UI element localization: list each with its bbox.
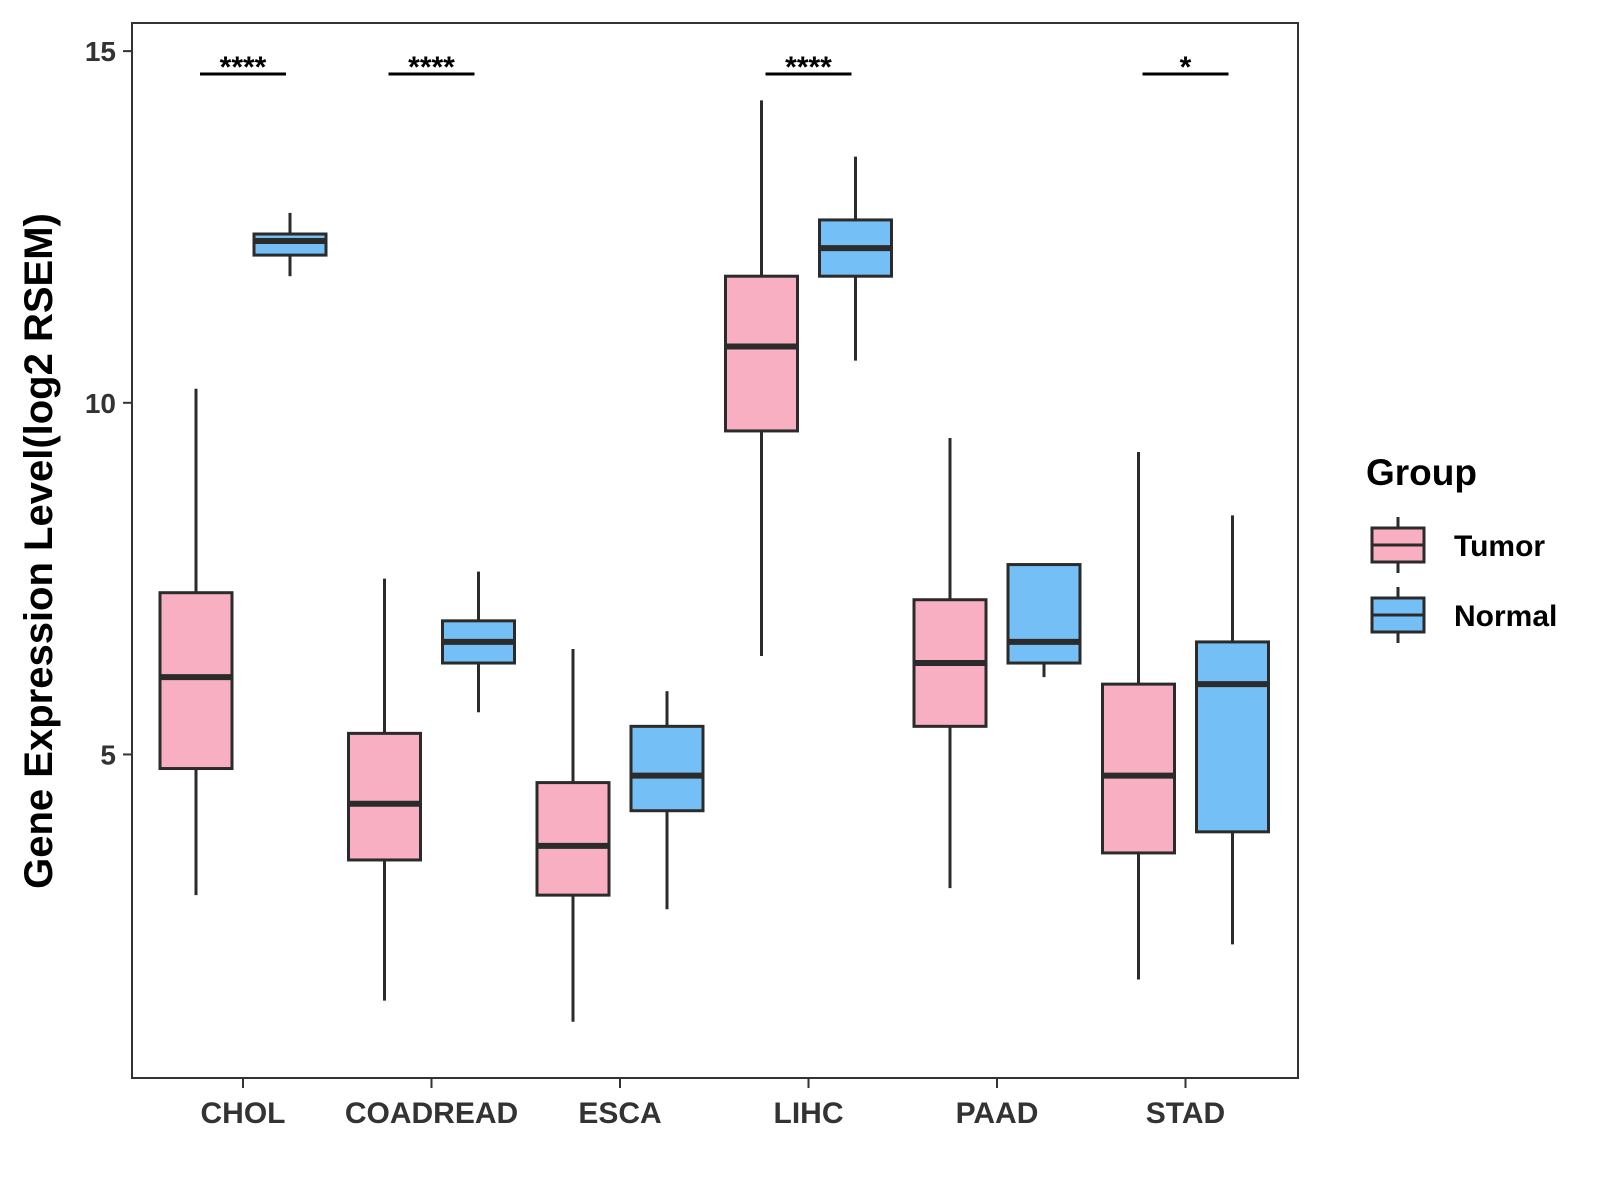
legend-title: Group	[1366, 452, 1477, 493]
significance-layer: **** **** **** *	[200, 51, 1229, 84]
y-tick-label: 5	[100, 739, 116, 770]
box-tumor-esca	[535, 648, 611, 1022]
box-normal-paad	[1006, 563, 1082, 678]
box-iqr	[347, 731, 422, 862]
significance-label: ****	[408, 51, 455, 84]
y-tick-label: 10	[85, 388, 116, 419]
legend-item-normal: Normal	[1370, 587, 1557, 643]
box-iqr	[1101, 682, 1176, 855]
box-tumor-paad	[912, 437, 988, 889]
x-tick-label: STAD	[1146, 1097, 1225, 1130]
box-normal-coadread	[441, 571, 516, 713]
box-tumor-stad	[1101, 452, 1176, 980]
box-normal-lihc	[818, 156, 893, 361]
x-tick-label: LIHC	[774, 1097, 844, 1130]
legend-label: Tumor	[1454, 530, 1545, 563]
box-tumor-lihc	[724, 100, 799, 656]
box-iqr	[1195, 640, 1270, 834]
x-tick-label: COADREAD	[345, 1097, 518, 1130]
x-tick-label: PAAD	[956, 1097, 1039, 1130]
box-iqr	[252, 232, 328, 257]
box-tumor-coadread	[347, 578, 422, 1001]
significance-label: ****	[785, 51, 832, 84]
box-iqr	[158, 591, 234, 771]
box-iqr	[1006, 563, 1082, 665]
significance-label: ****	[220, 51, 267, 84]
box-iqr	[629, 724, 705, 813]
box-iqr	[724, 274, 799, 433]
legend: Group Tumor Normal	[1366, 452, 1557, 643]
box-tumor-chol	[158, 388, 234, 896]
box-layer	[158, 100, 1270, 1022]
legend-items: Tumor Normal	[1370, 517, 1557, 643]
x-axis: CHOL COADREAD ESCA LIHC PAAD STAD	[201, 1078, 1225, 1130]
x-tick-label: ESCA	[578, 1097, 661, 1130]
legend-label: Normal	[1454, 600, 1557, 633]
box-normal-stad	[1195, 515, 1270, 945]
y-axis: 5 10 15	[85, 36, 132, 770]
box-iqr	[535, 781, 611, 897]
plot-panel	[131, 22, 1299, 1079]
y-axis-title: Gene Expression Level(log2 RSEM)	[17, 213, 61, 889]
box-normal-chol	[252, 212, 328, 277]
x-tick-label: CHOL	[201, 1097, 286, 1130]
box-normal-esca	[629, 691, 705, 910]
legend-item-tumor: Tumor	[1370, 517, 1545, 573]
y-tick-label: 15	[85, 36, 116, 67]
significance-label: *	[1180, 51, 1192, 84]
